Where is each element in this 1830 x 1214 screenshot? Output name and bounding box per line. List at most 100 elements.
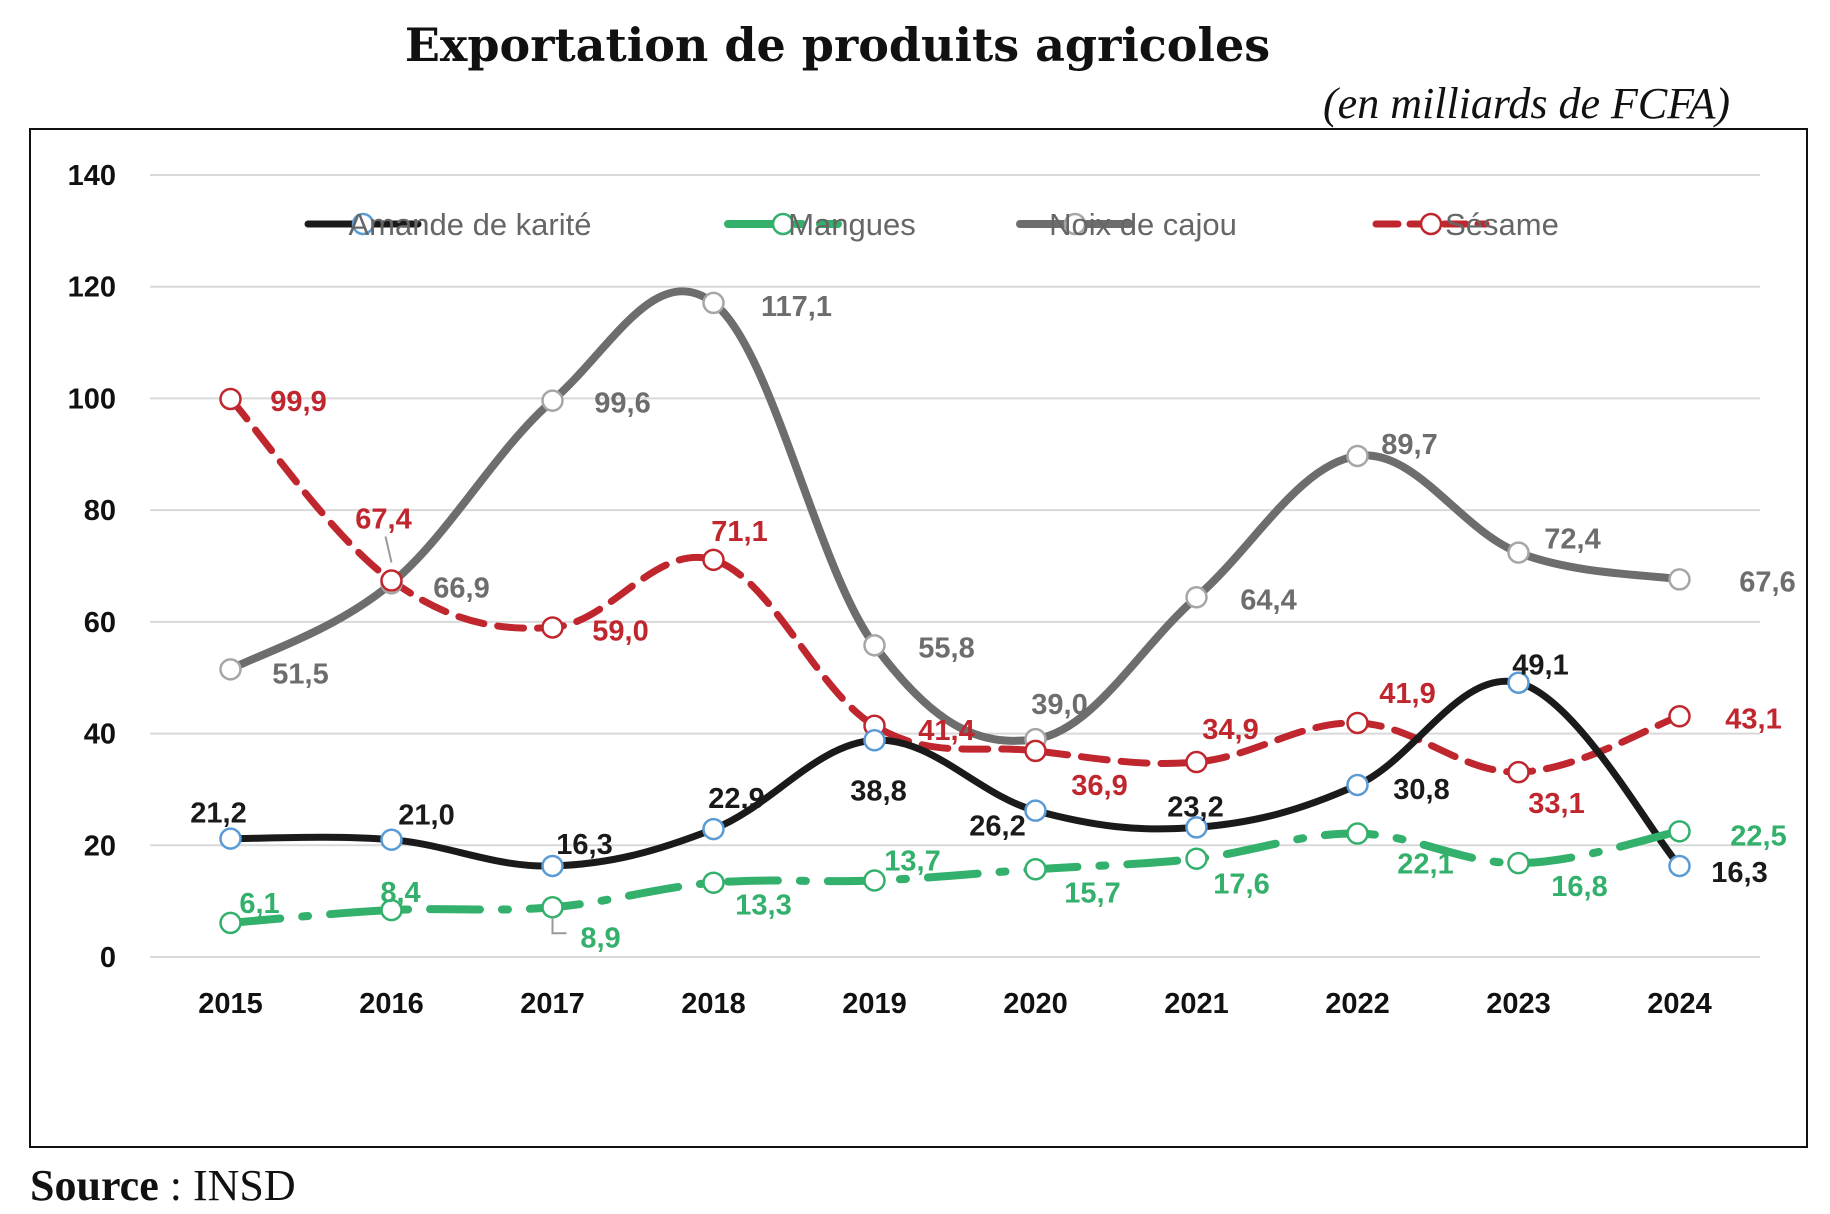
gridlines bbox=[150, 174, 1760, 958]
y-tick-label-0: 0 bbox=[100, 942, 116, 974]
data-label-sesame-2016: 67,4 bbox=[355, 504, 411, 536]
x-tick-label-2015: 2015 bbox=[198, 988, 263, 1020]
leader-line-mangues-2017 bbox=[551, 917, 567, 935]
data-label-noix-de-cajou-2016: 66,9 bbox=[433, 572, 489, 604]
data-label-noix-de-cajou-2022: 89,7 bbox=[1381, 429, 1437, 461]
legend-label-noix-de-cajou: Noix de cajou bbox=[1049, 207, 1237, 242]
marker-sesame-2018 bbox=[702, 548, 725, 572]
marker-mangues-2018 bbox=[702, 871, 725, 894]
series-line-amande-de-karite bbox=[227, 677, 1683, 870]
data-label-sesame-2021: 34,9 bbox=[1202, 714, 1258, 746]
data-label-sesame-2015: 99,9 bbox=[270, 386, 326, 418]
chart-subtitle: (en milliards de FCFA) bbox=[1323, 79, 1730, 128]
marker-noix-de-cajou-2024 bbox=[1668, 568, 1691, 591]
data-label-sesame-2020: 36,9 bbox=[1071, 770, 1127, 802]
x-tick-label-2017: 2017 bbox=[520, 988, 585, 1020]
marker-sesame-2017 bbox=[541, 616, 564, 639]
marker-mangues-2020 bbox=[1024, 858, 1047, 881]
marker-mangues-2023 bbox=[1507, 851, 1530, 875]
data-label-noix-de-cajou-2018: 117,1 bbox=[761, 291, 832, 323]
marker-sesame-2024 bbox=[1668, 705, 1691, 728]
data-label-noix-de-cajou-2019: 55,8 bbox=[918, 632, 974, 664]
data-label-amande-de-karite-2024: 16,3 bbox=[1711, 857, 1767, 889]
data-label-noix-de-cajou-2015: 51,5 bbox=[272, 658, 328, 690]
marker-mangues-2021 bbox=[1185, 847, 1208, 870]
marker-noix-de-cajou-2015 bbox=[219, 658, 242, 681]
marker-sesame-2016 bbox=[380, 569, 403, 592]
data-label-noix-de-cajou-2020: 39,0 bbox=[1031, 689, 1087, 721]
legend-marker-sesame bbox=[1419, 212, 1443, 236]
marker-amande-de-karite-2016 bbox=[380, 828, 403, 851]
chart-frame bbox=[29, 128, 1808, 1148]
source-text: : INSD bbox=[158, 1161, 296, 1210]
data-label-noix-de-cajou-2021: 64,4 bbox=[1240, 584, 1296, 616]
data-label-mangues-2018: 13,3 bbox=[735, 890, 791, 922]
y-tick-label-120: 120 bbox=[68, 272, 116, 304]
marker-sesame-2021 bbox=[1185, 750, 1208, 774]
x-tick-label-2020: 2020 bbox=[1003, 988, 1068, 1020]
marker-noix-de-cajou-2019 bbox=[863, 634, 886, 657]
marker-amande-de-karite-2019 bbox=[863, 729, 886, 752]
legend: Amande de karité Mangues Noix de cajou Sésa… bbox=[304, 207, 1559, 242]
legend-label-sesame: Sésame bbox=[1445, 207, 1559, 242]
marker-amande-de-karite-2018 bbox=[702, 817, 725, 841]
x-tick-label-2016: 2016 bbox=[359, 988, 424, 1020]
data-labels: 21,2 21,0 16,3 22,9 38,8 26,2 23,2 30,8 49,1 16,3… bbox=[190, 291, 1795, 954]
data-label-amande-de-karite-2019: 38,8 bbox=[850, 775, 906, 807]
marker-mangues-2022 bbox=[1346, 822, 1369, 845]
series-markers bbox=[219, 291, 1691, 935]
series-lines bbox=[226, 287, 1684, 927]
data-label-amande-de-karite-2020: 26,2 bbox=[969, 811, 1025, 843]
marker-noix-de-cajou-2023 bbox=[1507, 541, 1530, 564]
data-label-mangues-2022: 22,1 bbox=[1397, 849, 1453, 881]
marker-sesame-2015 bbox=[219, 387, 242, 411]
data-label-amande-de-karite-2015: 21,2 bbox=[190, 798, 246, 830]
y-axis-tick-labels: 0 20 40 60 80 100 120 140 bbox=[68, 160, 116, 974]
y-tick-label-20: 20 bbox=[84, 830, 116, 862]
data-label-sesame-2023: 33,1 bbox=[1528, 788, 1584, 820]
y-tick-label-40: 40 bbox=[84, 719, 116, 751]
data-label-mangues-2017: 8,9 bbox=[580, 922, 620, 954]
marker-amande-de-karite-2024 bbox=[1668, 854, 1691, 878]
marker-amande-de-karite-2023 bbox=[1507, 671, 1530, 694]
data-label-mangues-2024: 22,5 bbox=[1730, 820, 1786, 852]
marker-sesame-2022 bbox=[1346, 711, 1369, 735]
data-label-amande-de-karite-2021: 23,2 bbox=[1167, 791, 1223, 823]
x-tick-label-2024: 2024 bbox=[1647, 988, 1712, 1020]
series-line-mangues bbox=[226, 827, 1684, 927]
y-tick-label-140: 140 bbox=[68, 160, 116, 192]
x-tick-label-2023: 2023 bbox=[1486, 988, 1551, 1020]
data-label-mangues-2023: 16,8 bbox=[1551, 871, 1607, 903]
data-label-mangues-2019: 13,7 bbox=[884, 845, 940, 877]
marker-sesame-2023 bbox=[1507, 760, 1530, 784]
legend-label-amande-de-karite: Amande de karité bbox=[349, 207, 592, 242]
marker-amande-de-karite-2020 bbox=[1024, 799, 1047, 822]
data-label-sesame-2024: 43,1 bbox=[1725, 703, 1781, 735]
x-tick-label-2019: 2019 bbox=[842, 988, 907, 1020]
data-label-noix-de-cajou-2024: 67,6 bbox=[1739, 566, 1795, 598]
x-tick-label-2021: 2021 bbox=[1164, 988, 1229, 1020]
marker-noix-de-cajou-2018 bbox=[702, 291, 725, 315]
x-axis-tick-labels: 2015 2016 2017 2018 2019 2020 2021 2022 2023 2024 bbox=[198, 988, 1712, 1020]
legend-marker-amande-de-karite bbox=[351, 212, 375, 236]
data-label-sesame-2019: 41,4 bbox=[918, 715, 974, 747]
data-label-mangues-2016: 8,4 bbox=[380, 877, 420, 909]
x-tick-label-2022: 2022 bbox=[1325, 988, 1390, 1020]
marker-mangues-2019 bbox=[863, 869, 886, 892]
data-label-mangues-2015: 6,1 bbox=[239, 888, 279, 920]
marker-noix-de-cajou-2021 bbox=[1185, 586, 1208, 609]
data-label-sesame-2022: 41,9 bbox=[1379, 678, 1435, 710]
marker-noix-de-cajou-2017 bbox=[541, 389, 564, 412]
data-label-amande-de-karite-2023: 49,1 bbox=[1512, 650, 1568, 682]
series-line-sesame bbox=[227, 395, 1683, 776]
marker-mangues-2024 bbox=[1668, 820, 1691, 843]
data-label-amande-de-karite-2022: 30,8 bbox=[1393, 774, 1449, 806]
marker-mangues-2017 bbox=[541, 896, 564, 919]
legend-marker-noix-de-cajou bbox=[1063, 212, 1087, 236]
data-label-sesame-2018: 71,1 bbox=[711, 516, 767, 548]
marker-amande-de-karite-2022 bbox=[1346, 773, 1369, 797]
chart-title: Exportation de produits agricoles bbox=[404, 18, 1271, 72]
marker-noix-de-cajou-2022 bbox=[1346, 444, 1369, 468]
data-label-noix-de-cajou-2023: 72,4 bbox=[1544, 524, 1600, 556]
